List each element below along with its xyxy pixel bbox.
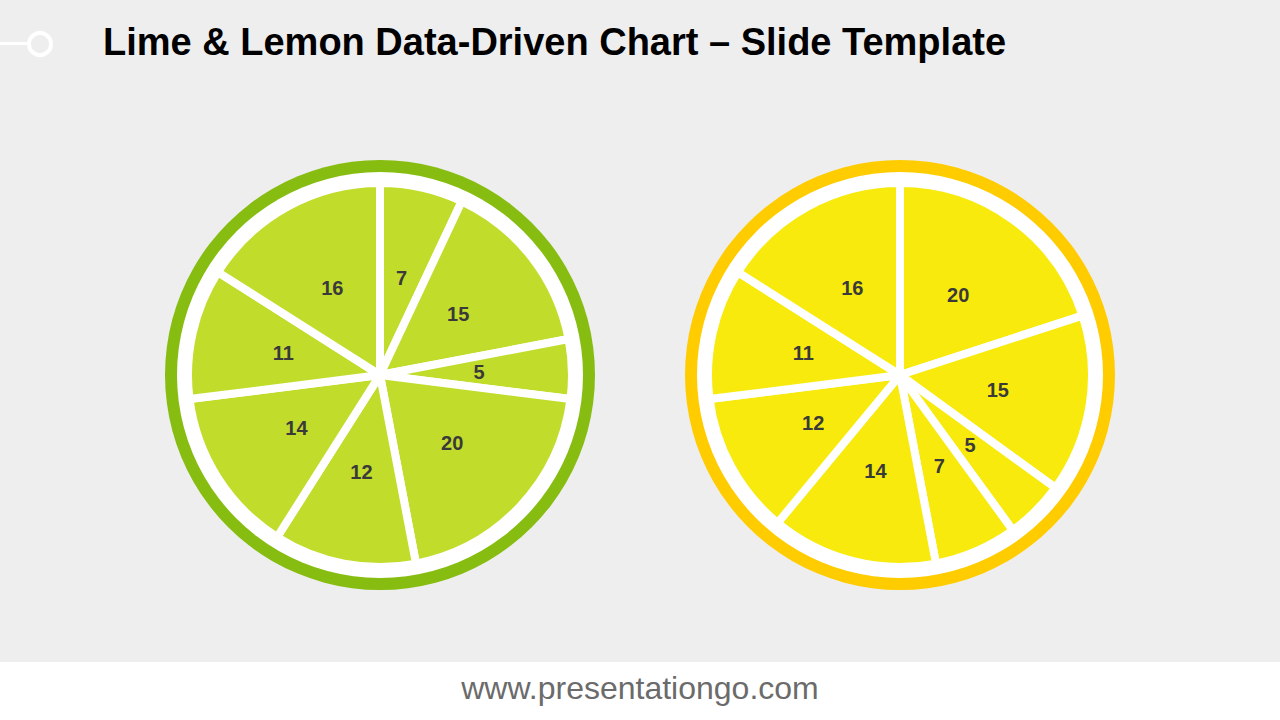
svg-text:20: 20	[947, 284, 969, 306]
svg-text:5: 5	[964, 434, 975, 456]
svg-text:7: 7	[934, 455, 945, 477]
svg-text:14: 14	[864, 460, 887, 482]
svg-text:16: 16	[841, 277, 863, 299]
svg-text:5: 5	[473, 361, 484, 383]
svg-text:16: 16	[321, 277, 343, 299]
svg-text:11: 11	[793, 342, 814, 364]
svg-text:14: 14	[285, 417, 308, 439]
svg-text:11: 11	[273, 342, 294, 364]
svg-text:7: 7	[396, 267, 407, 289]
svg-text:Lime & Lemon Data-Driven Chart: Lime & Lemon Data-Driven Chart – Slide T…	[103, 21, 1006, 63]
svg-text:12: 12	[802, 412, 824, 434]
svg-text:12: 12	[350, 461, 372, 483]
svg-text:20: 20	[441, 432, 463, 454]
svg-text:15: 15	[447, 303, 469, 325]
svg-text:www.presentationgo.com: www.presentationgo.com	[460, 670, 819, 706]
svg-text:15: 15	[987, 379, 1009, 401]
